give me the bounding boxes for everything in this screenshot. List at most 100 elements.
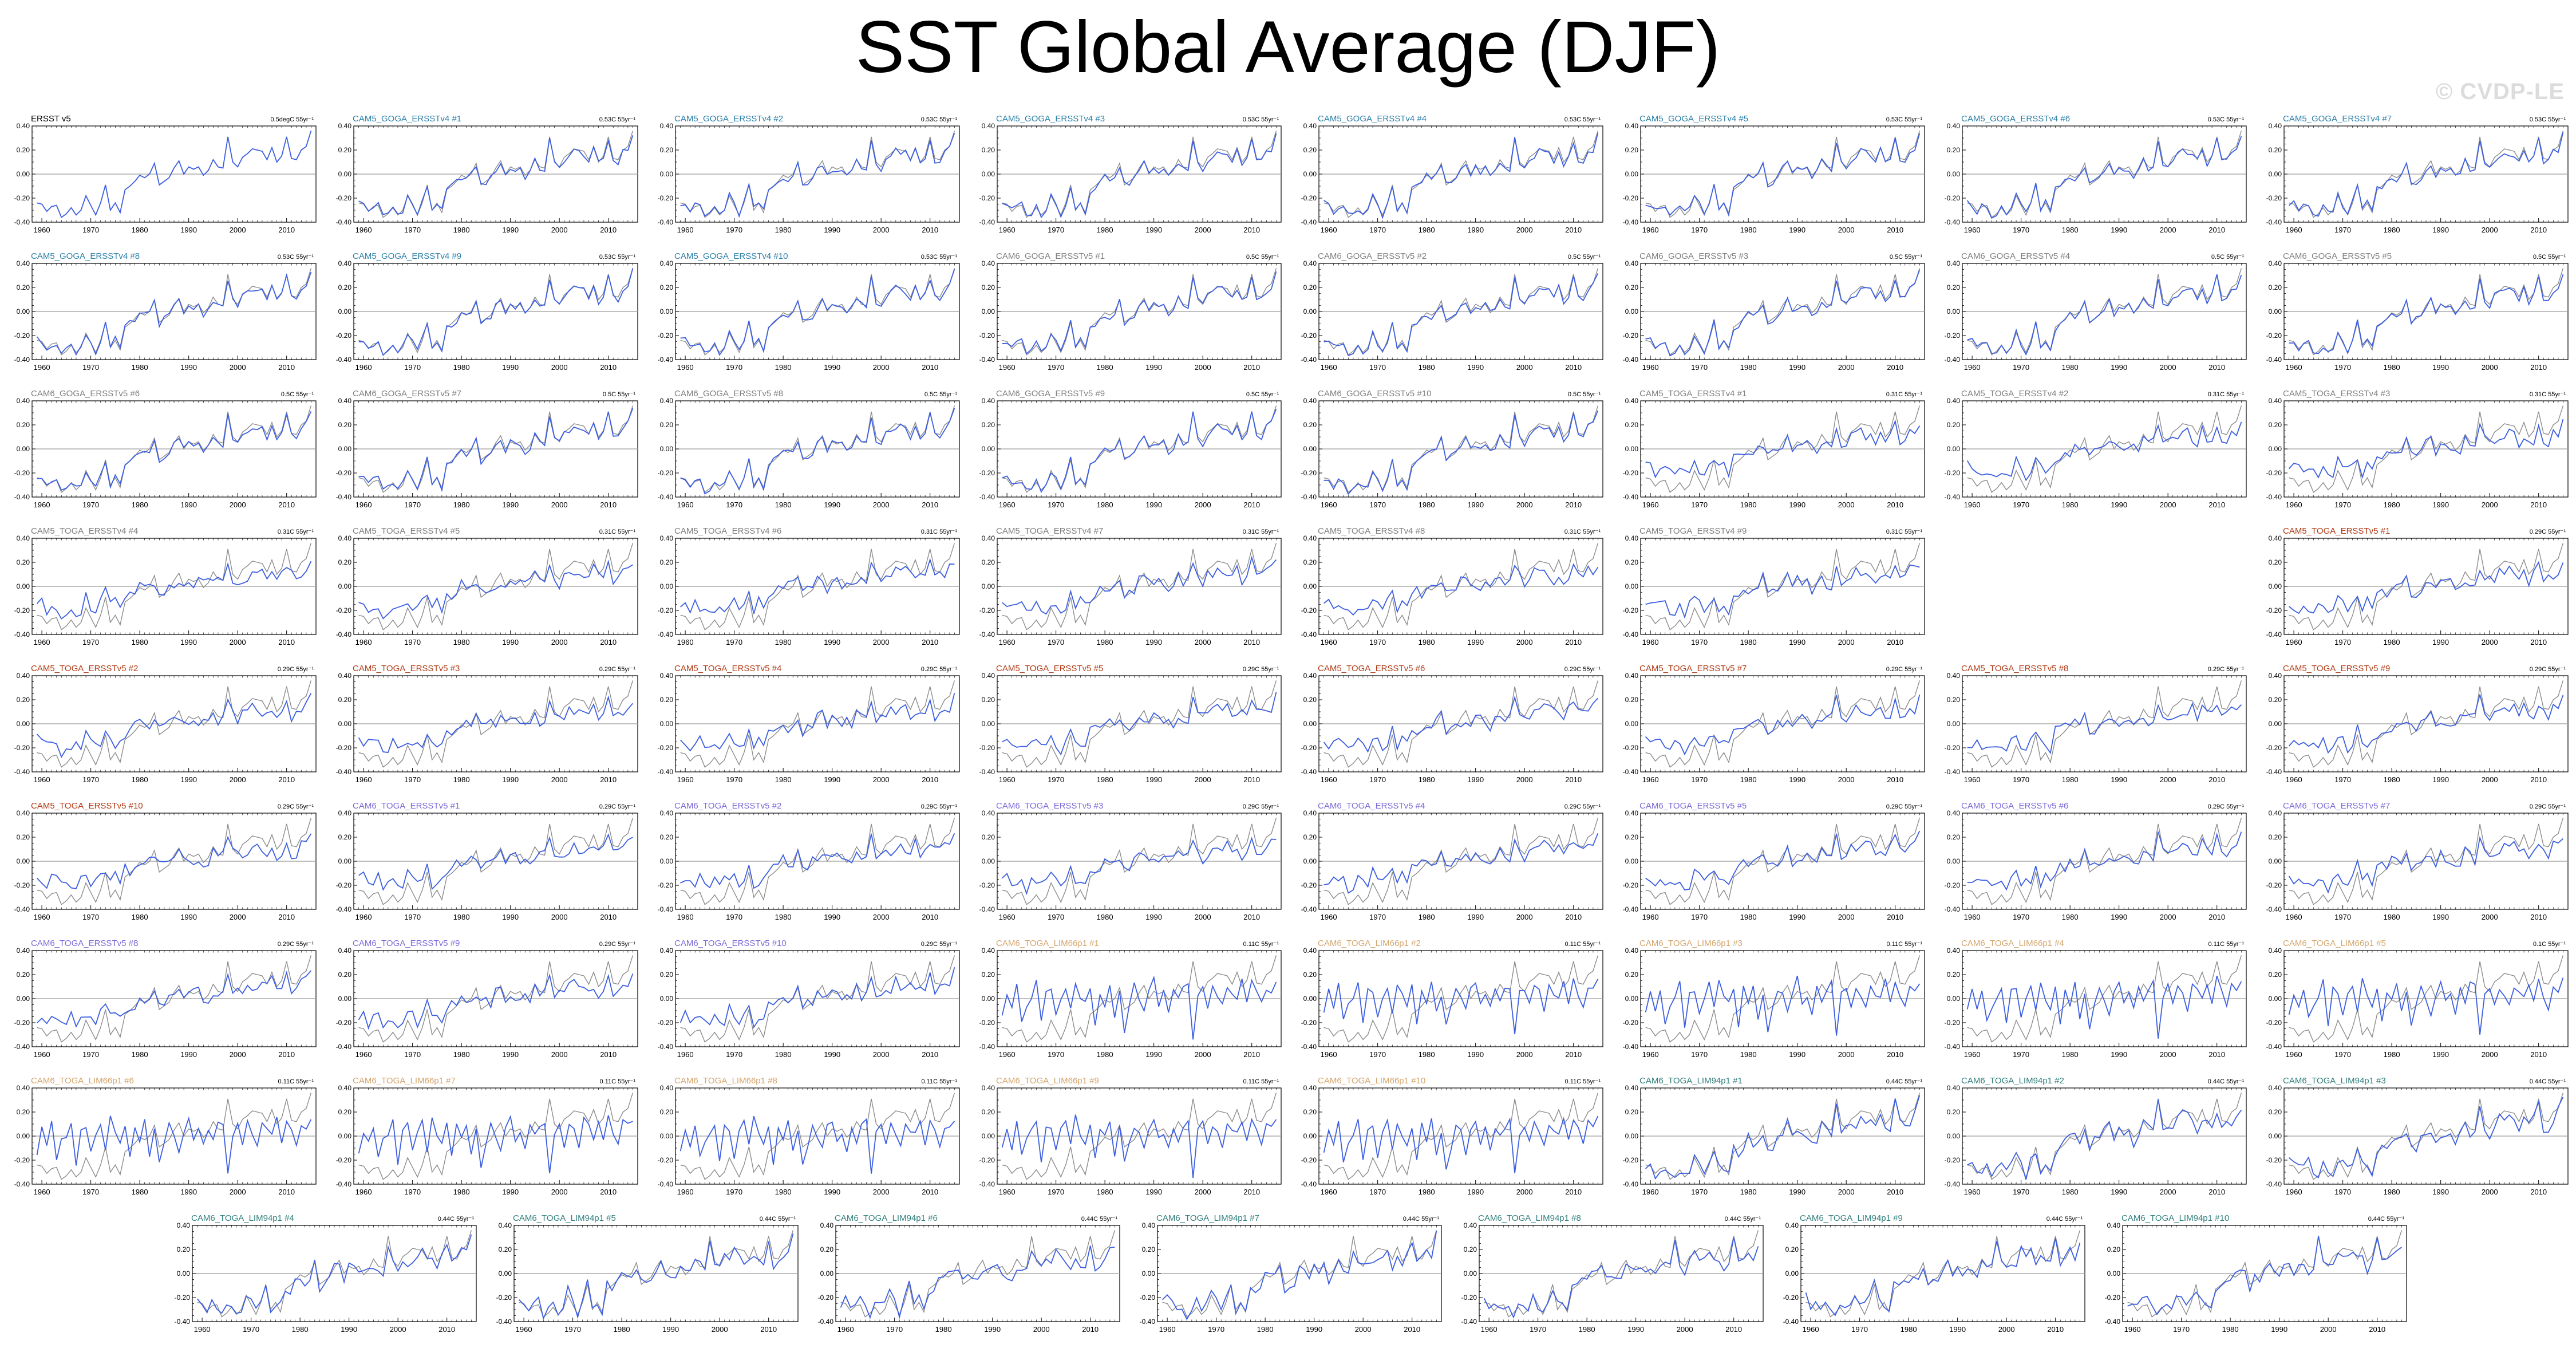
x-tick-label: 2010 [2530, 500, 2547, 509]
y-tick-label: 0.00 [1303, 445, 1317, 453]
panel-trend: 0.53C 55yr⁻¹ [1243, 116, 1279, 123]
x-tick-label: 2000 [1195, 638, 1211, 646]
y-tick-label: 0.00 [17, 445, 30, 453]
y-tick-label: -0.20 [1945, 469, 1961, 477]
y-tick-label: -0.40 [1301, 493, 1317, 501]
x-tick-label: 2010 [2208, 363, 2225, 372]
y-tick-label: -0.20 [336, 606, 352, 614]
x-tick-label: 1970 [726, 638, 742, 646]
y-tick-label: -0.20 [14, 332, 30, 340]
y-tick-label: -0.40 [1623, 630, 1639, 638]
x-tick-label: 1990 [502, 638, 519, 646]
panel-trend: 0.53C 55yr⁻¹ [921, 254, 958, 261]
y-tick-label: 0.40 [982, 534, 995, 542]
x-tick-label: 2000 [551, 638, 568, 646]
x-tick-label: 1990 [1789, 638, 1805, 646]
y-tick-label: 0.20 [17, 283, 30, 291]
x-tick-label: 1980 [1740, 500, 1757, 509]
x-tick-label: 1970 [2013, 363, 2029, 372]
panel-title: CAM6_GOGA_ERSSTv5 #3 [1639, 251, 1748, 261]
y-tick-label: -0.40 [979, 493, 995, 501]
x-tick-label: 1970 [404, 363, 421, 372]
x-tick-label: 1970 [1369, 226, 1386, 234]
x-tick-label: 1960 [677, 500, 694, 509]
model-series-line [1323, 563, 1599, 616]
x-tick-label: 2010 [600, 363, 617, 372]
panel-title: CAM5_TOGA_ERSSTv4 #1 [1639, 389, 1747, 399]
y-tick-label: 0.20 [1625, 421, 1639, 429]
y-tick-label: 0.40 [2269, 397, 2282, 405]
y-tick-label: -0.20 [1301, 332, 1317, 340]
y-tick-label: 0.20 [1947, 421, 1961, 429]
model-series-line [36, 271, 312, 356]
y-tick-label: 0.40 [1625, 122, 1639, 130]
x-tick-label: 1970 [82, 638, 99, 646]
x-tick-label: 2000 [230, 500, 246, 509]
x-tick-label: 1970 [82, 363, 99, 372]
panel: CAM5_TOGA_ERSSTv5 #1 0.29C 55yr⁻¹ 0.40 0.20… [2266, 526, 2569, 646]
panel: CAM5_GOGA_ERSSTv4 #9 0.53C 55yr⁻¹ 0.40 0.20… [336, 251, 638, 372]
x-tick-label: 2010 [278, 363, 295, 372]
x-tick-label: 2010 [278, 226, 295, 234]
y-tick-label: -0.20 [979, 194, 995, 202]
y-tick-label: 0.00 [17, 720, 30, 728]
y-tick-label: -0.40 [1301, 218, 1317, 226]
y-tick-label: 0.20 [660, 558, 674, 566]
x-tick-label: 2000 [2160, 226, 2176, 234]
x-tick-label: 1980 [132, 363, 148, 372]
y-tick-label: -0.40 [1945, 356, 1961, 364]
y-tick-label: 0.40 [17, 672, 30, 680]
x-tick-label: 2000 [230, 363, 246, 372]
x-tick-label: 1970 [1369, 638, 1386, 646]
panel-title: CAM5_TOGA_ERSSTv5 #2 [31, 664, 138, 673]
y-tick-label: 0.40 [1625, 259, 1639, 267]
x-tick-label: 1960 [1321, 226, 1337, 234]
panel-title: CAM6_GOGA_ERSSTv5 #7 [353, 389, 461, 399]
panel: CAM5_TOGA_ERSSTv4 #1 0.31C 55yr⁻¹ 0.40 0.20… [1623, 389, 1925, 509]
y-tick-label: 0.20 [660, 696, 674, 704]
model-series-line [1002, 409, 1277, 494]
x-tick-label: 1970 [404, 638, 421, 646]
y-tick-label: 0.20 [1303, 283, 1317, 291]
x-tick-label: 1960 [999, 226, 1016, 234]
y-tick-label: 0.00 [2269, 445, 2282, 453]
x-tick-label: 1990 [1145, 363, 1162, 372]
x-tick-label: 1990 [1145, 226, 1162, 234]
x-tick-label: 1960 [1321, 363, 1337, 372]
y-tick-label: 0.00 [660, 720, 674, 728]
x-tick-label: 1990 [1467, 363, 1484, 372]
panel-trend: 0.53C 55yr⁻¹ [278, 254, 314, 261]
y-tick-label: -0.40 [2266, 356, 2282, 364]
panel: CAM5_TOGA_ERSSTv4 #5 0.31C 55yr⁻¹ 0.40 0.20… [336, 526, 638, 646]
panel-title: CAM5_GOGA_ERSSTv4 #7 [2283, 114, 2392, 124]
y-tick-label: -0.40 [14, 630, 30, 638]
y-tick-label: -0.40 [336, 218, 352, 226]
x-tick-label: 1980 [1097, 638, 1113, 646]
obs-series-line [1645, 543, 1921, 630]
x-tick-label: 1970 [1048, 500, 1064, 509]
y-tick-label: 0.00 [1947, 170, 1961, 178]
y-tick-label: -0.20 [1623, 606, 1639, 614]
y-tick-label: 0.40 [660, 259, 674, 267]
panel-title: CAM5_TOGA_ERSSTv4 #3 [2283, 389, 2390, 399]
panel: CAM5_TOGA_ERSSTv5 #4 0.29C 55yr⁻¹ 0.40 0.20… [658, 664, 960, 784]
x-tick-label: 1960 [1321, 500, 1337, 509]
x-tick-label: 1970 [404, 226, 421, 234]
panel: CAM5_GOGA_ERSSTv4 #5 0.53C 55yr⁻¹ 0.40 0.20… [1623, 114, 1925, 234]
watermark-logo: © CVDP-LE [2435, 79, 2565, 104]
y-tick-label: -0.40 [1623, 218, 1639, 226]
panel-trend: 0.31C 55yr⁻¹ [921, 529, 958, 535]
x-tick-label: 2000 [2160, 500, 2176, 509]
panel: CAM6_GOGA_ERSSTv5 #6 0.5C 55yr⁻¹ 0.40 0.20 0… [14, 389, 317, 509]
x-tick-label: 2000 [551, 363, 568, 372]
panel-trend: 0.31C 55yr⁻¹ [1886, 391, 1923, 398]
y-tick-label: 0.40 [660, 672, 674, 680]
x-tick-label: 2010 [1565, 500, 1582, 509]
panel-title: CAM5_TOGA_ERSSTv4 #4 [31, 526, 138, 536]
x-tick-label: 1980 [775, 638, 792, 646]
y-tick-label: -0.40 [14, 768, 30, 776]
y-tick-label: 0.40 [2269, 534, 2282, 542]
panel-title: CAM5_GOGA_ERSSTv4 #6 [1961, 114, 2070, 124]
panel: CAM5_TOGA_ERSSTv4 #2 0.31C 55yr⁻¹ 0.40 0.20… [1945, 389, 2247, 509]
model-series-line [1966, 421, 2242, 482]
